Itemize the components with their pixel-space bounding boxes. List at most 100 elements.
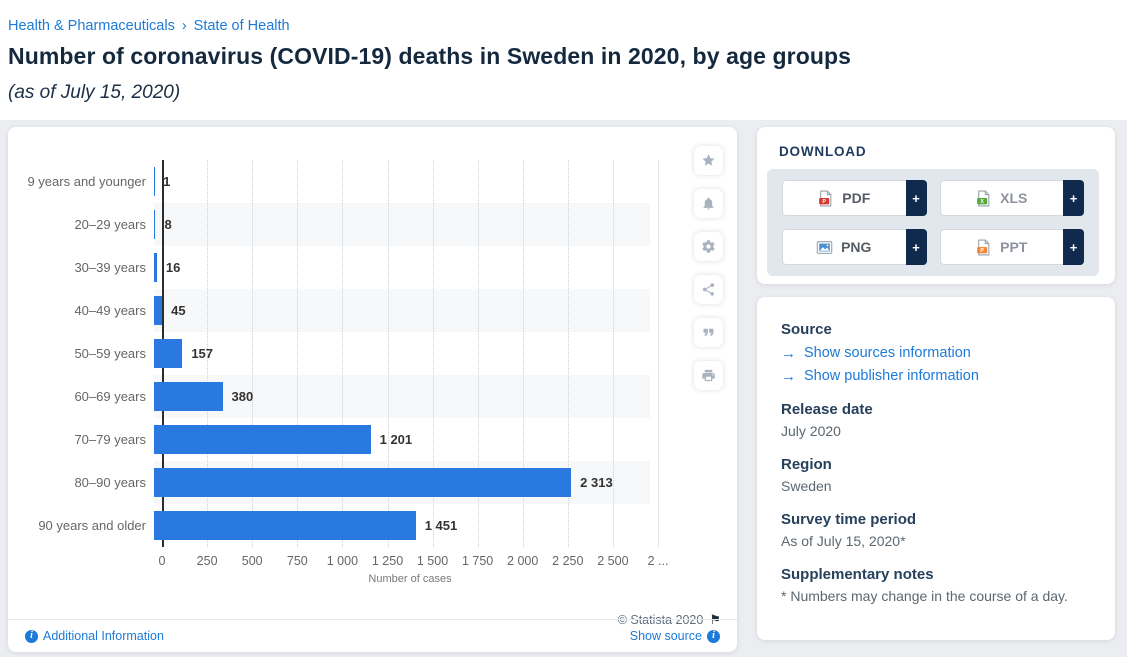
category-label: 9 years and younger [27, 174, 146, 189]
x-tick-label: 0 [158, 554, 166, 568]
x-tick-label: 1 250 [371, 554, 404, 568]
bar[interactable] [154, 425, 371, 454]
row-plot: 8 [154, 203, 650, 246]
bar[interactable] [154, 339, 183, 368]
download-png-button[interactable]: PNG + [782, 229, 927, 265]
print-button[interactable] [694, 361, 723, 390]
chart-row: 50–59 years 157 [8, 332, 668, 375]
png-file-icon [816, 240, 833, 254]
chart-row: 9 years and younger 1 [8, 160, 668, 203]
x-axis-label: Number of cases [368, 573, 452, 585]
breadcrumb-link[interactable]: Health & Pharmaceuticals [8, 18, 175, 34]
detail-value: Sweden [781, 478, 832, 494]
value-label: 16 [165, 260, 181, 275]
category-label: 30–39 years [74, 260, 146, 275]
chart-rows: 9 years and younger 1 20–29 years 8 30–39 ye… [8, 160, 668, 547]
download-panel: DOWNLOAD P PDF + X XLS + PNG + P PPT + [757, 127, 1115, 284]
plus-icon: + [905, 180, 927, 216]
download-format-label: PNG [841, 239, 872, 255]
chart-row: 80–90 years 2 313 [8, 461, 668, 504]
x-axis-ticks: 0 250 500 750 1 000 1 250 1 500 1 750 2 000 2 250… [158, 554, 669, 569]
detail-heading: Release date [781, 401, 873, 418]
download-xls-button[interactable]: X XLS + [939, 180, 1084, 216]
x-tick-label: 1 000 [326, 554, 359, 568]
value-label: 2 313 [580, 475, 613, 490]
bar[interactable] [154, 511, 416, 540]
bar[interactable] [154, 253, 157, 282]
detail-heading: Survey time period [781, 511, 917, 528]
category-label: 50–59 years [74, 346, 146, 361]
chart-card: 9 years and younger 1 20–29 years 8 30–39 ye… [8, 127, 737, 652]
page-title: Number of coronavirus (COVID-19) deaths … [8, 43, 852, 69]
row-plot: 1 [154, 160, 650, 203]
detail-section: Release date July 2020 [781, 401, 1091, 439]
row-plot: 1 451 [154, 504, 650, 547]
bar[interactable] [154, 296, 163, 325]
x-tick-label: 500 [241, 554, 263, 568]
source-info-link[interactable]: → Show publisher information [781, 368, 1091, 384]
page-subtitle: (as of July 15, 2020) [8, 82, 181, 103]
x-tick-label: 750 [286, 554, 308, 568]
plus-icon: + [1063, 180, 1084, 216]
chart-card-footer: i Additional Information Show source i [8, 619, 737, 652]
bar-chart: 9 years and younger 1 20–29 years 8 30–39 ye… [8, 160, 668, 585]
x-tick-label: 250 [196, 554, 218, 568]
show-source-link[interactable]: Show source i [630, 629, 720, 643]
copyright-text: © Statista 2020 [617, 613, 704, 627]
download-format-label: PPT [1000, 239, 1028, 255]
row-plot: 157 [154, 332, 650, 375]
chart-row: 60–69 years 380 [8, 375, 668, 418]
chart-toolbar [694, 146, 723, 390]
source-info-link[interactable]: → Show sources information [781, 345, 1091, 361]
value-label: 1 201 [379, 432, 413, 447]
value-label: 1 451 [424, 518, 458, 533]
xls-file-icon: X [977, 190, 990, 206]
source-link-label: Show publisher information [804, 368, 979, 384]
cite-button[interactable] [694, 318, 723, 347]
detail-heading: Supplementary notes [781, 566, 934, 583]
chart-row: 90 years and older 1 451 [8, 504, 668, 547]
quote-icon [703, 328, 714, 336]
detail-value: * Numbers may change in the course of a … [781, 588, 1068, 604]
favorite-button[interactable] [694, 146, 723, 175]
breadcrumb-separator: › [181, 18, 187, 34]
svg-text:X: X [980, 198, 984, 204]
chart-row: 20–29 years 8 [8, 203, 668, 246]
category-label: 70–79 years [74, 432, 146, 447]
share-icon [702, 283, 715, 296]
category-label: 60–69 years [74, 389, 146, 404]
download-pdf-button[interactable]: P PDF + [782, 180, 927, 216]
x-tick-label: 1 500 [416, 554, 449, 568]
info-icon: i [707, 629, 720, 643]
print-icon [702, 369, 715, 382]
value-label: 45 [171, 303, 186, 318]
additional-information-link[interactable]: i Additional Information [25, 629, 164, 643]
x-tick-label: 2 000 [507, 554, 539, 568]
info-icon: i [25, 629, 38, 643]
alert-button[interactable] [694, 189, 723, 218]
row-plot: 1 201 [154, 418, 650, 461]
bar[interactable] [154, 382, 223, 411]
share-button[interactable] [694, 275, 723, 304]
detail-section: Region Sweden [781, 456, 1091, 494]
right-column: DOWNLOAD P PDF + X XLS + PNG + P PPT + Source → Sho… [757, 127, 1115, 640]
row-plot: 45 [154, 289, 650, 332]
bar[interactable] [154, 468, 572, 497]
chart-row: 70–79 years 1 201 [8, 418, 668, 461]
download-ppt-button[interactable]: P PPT + [939, 229, 1084, 265]
chart-row: 30–39 years 16 [8, 246, 668, 289]
category-label: 20–29 years [74, 217, 146, 232]
category-label: 80–90 years [74, 475, 146, 490]
content-area: 9 years and younger 1 20–29 years 8 30–39 ye… [0, 120, 1127, 657]
bar[interactable] [154, 210, 156, 239]
download-heading: DOWNLOAD [779, 144, 867, 159]
gear-icon [702, 240, 715, 253]
page-header: Health & Pharmaceuticals › State of Health… [0, 0, 1127, 104]
breadcrumb-link[interactable]: State of Health [193, 18, 290, 34]
arrow-right-icon: → [781, 344, 796, 362]
download-format-label: PDF [842, 190, 871, 206]
settings-button[interactable] [694, 232, 723, 261]
source-link-label: Show sources information [804, 345, 971, 361]
detail-sections: Release date July 2020 Region Sweden Survey … [781, 401, 1091, 604]
value-label: 8 [164, 217, 172, 232]
